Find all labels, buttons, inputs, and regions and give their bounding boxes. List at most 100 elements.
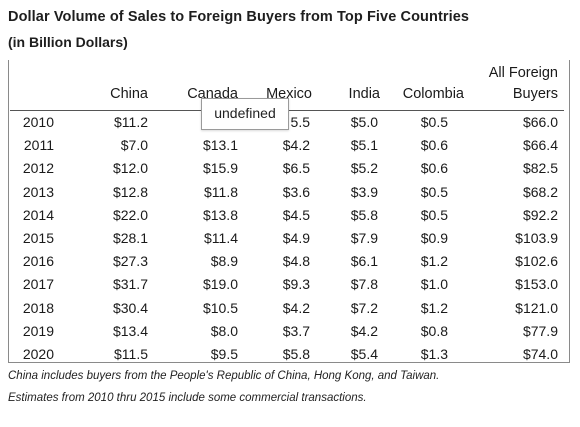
cell-mexico: $4.2 [282,137,310,154]
cell-china: $11.2 [114,114,148,131]
cell-all-foreign-buyers: $102.6 [515,253,558,270]
cell-china: $28.1 [112,230,148,247]
cell-year: 2019 [22,322,54,339]
table-row: 2011 $7.0 $13.1 $4.2 $5.1 $0.6 $66.4 [10,134,564,157]
header-all-line2: Buyers [512,86,558,102]
cell-mexico: $4.5 [282,206,310,223]
cell-year: 2012 [22,160,54,177]
chart-subtitle: (in Billion Dollars) [8,34,128,50]
cell-year: 2018 [22,299,54,316]
cell-all-foreign-buyers: $92.2 [522,206,558,223]
cell-year: 2015 [22,230,54,247]
cell-all-foreign-buyers: $66.4 [522,137,558,154]
cell-mexico: $3.7 [282,322,310,339]
cell-india: $7.8 [350,276,378,293]
cell-china: $31.7 [112,276,148,293]
table-row: 2020 $11.5 $9.5 $5.8 $5.4 $1.3 $74.0 [10,343,564,366]
cell-china: $13.4 [112,322,148,339]
cell-colombia: $0.9 [420,230,448,247]
cell-canada: $11.8 [204,183,238,200]
footnote-estimates: Estimates from 2010 thru 2015 include so… [8,392,367,404]
cell-mexico: 5.5 [290,114,310,131]
cell-canada: $10.5 [202,299,238,316]
header-china: China [68,63,158,111]
cell-canada: $11.4 [204,230,238,247]
cell-china: $12.0 [112,160,148,177]
cell-mexico: $9.3 [282,276,310,293]
cell-all-foreign-buyers: $68.2 [522,183,558,200]
cell-canada: $9.5 [210,345,238,362]
cell-india: $7.9 [350,230,378,247]
cell-colombia: $1.0 [420,276,448,293]
cell-mexico: $4.9 [282,230,310,247]
table-row: 2012 $12.0 $15.9 $6.5 $5.2 $0.6 $82.5 [10,157,564,180]
table-row: 2014 $22.0 $13.8 $4.5 $5.8 $0.5 $92.2 [10,204,564,227]
table-row: 2018 $30.4 $10.5 $4.2 $7.2 $1.2 $121.0 [10,297,564,320]
cell-colombia: $1.3 [420,345,448,362]
cell-china: $22.0 [112,206,148,223]
cell-year: 2010 [22,114,54,131]
cell-year: 2017 [22,276,54,293]
cell-india: $7.2 [350,299,378,316]
header-colombia: Colombia [382,63,464,111]
cell-mexico: $6.5 [282,160,310,177]
cell-all-foreign-buyers: $66.0 [522,114,558,131]
cell-india: $5.1 [350,137,378,154]
cell-colombia: $0.5 [420,206,448,223]
cell-colombia: $0.6 [420,137,448,154]
cell-colombia: $0.5 [420,114,448,131]
cell-year: 2016 [22,253,54,270]
table-body: 2010 $11.2 5.5 $5.0 $0.5 $66.0 2011 $7.0 $13.1 $4… [10,111,564,367]
cell-india: $5.4 [350,345,378,362]
cell-mexico: $3.6 [282,183,310,200]
cell-china: $12.8 [112,183,148,200]
cell-year: 2020 [22,345,54,362]
cell-india: $5.8 [350,206,378,223]
cell-colombia: $1.2 [420,299,448,316]
table-row: 2016 $27.3 $8.9 $4.8 $6.1 $1.2 $102.6 [10,250,564,273]
footnote-china: China includes buyers from the People's … [8,370,440,382]
cell-canada: $15.9 [202,160,238,177]
cell-india: $5.0 [350,114,378,131]
cell-china: $30.4 [112,299,148,316]
cell-all-foreign-buyers: $74.0 [522,345,558,362]
table-row: 2013 $12.8 $11.8 $3.6 $3.9 $0.5 $68.2 [10,181,564,204]
cell-year: 2013 [22,183,54,200]
cell-colombia: $0.5 [420,183,448,200]
cell-china: $7.0 [120,137,148,154]
cell-canada: $13.8 [202,206,238,223]
cell-all-foreign-buyers: $103.9 [515,230,558,247]
cell-canada: $19.0 [202,276,238,293]
header-india: India [314,63,382,111]
cell-china: $11.5 [114,345,148,362]
tooltip: undefined [201,98,289,130]
cell-colombia: $1.2 [420,253,448,270]
cell-india: $6.1 [350,253,378,270]
header-year [10,63,68,111]
cell-india: $3.9 [350,183,378,200]
table-row: 2010 $11.2 5.5 $5.0 $0.5 $66.0 [10,111,564,135]
cell-india: $5.2 [350,160,378,177]
cell-mexico: $4.8 [282,253,310,270]
table-row: 2017 $31.7 $19.0 $9.3 $7.8 $1.0 $153.0 [10,273,564,296]
cell-china: $27.3 [112,253,148,270]
cell-all-foreign-buyers: $77.9 [522,322,558,339]
cell-year: 2014 [22,206,54,223]
table-row: 2019 $13.4 $8.0 $3.7 $4.2 $0.8 $77.9 [10,320,564,343]
cell-canada: $8.0 [210,322,238,339]
cell-all-foreign-buyers: $121.0 [515,299,558,316]
cell-year: 2011 [23,137,54,154]
cell-all-foreign-buyers: $82.5 [522,160,558,177]
cell-canada: $13.1 [202,137,238,154]
header-all-foreign-buyers: All Foreign Buyers [464,63,564,111]
cell-all-foreign-buyers: $153.0 [515,276,558,293]
table-row: 2015 $28.1 $11.4 $4.9 $7.9 $0.9 $103.9 [10,227,564,250]
cell-colombia: $0.6 [420,160,448,177]
cell-india: $4.2 [350,322,378,339]
chart-title: Dollar Volume of Sales to Foreign Buyers… [8,9,470,25]
cell-mexico: $5.8 [282,345,310,362]
cell-mexico: $4.2 [282,299,310,316]
cell-canada: $8.9 [210,253,238,270]
cell-colombia: $0.8 [420,322,448,339]
table-frame [8,60,570,363]
